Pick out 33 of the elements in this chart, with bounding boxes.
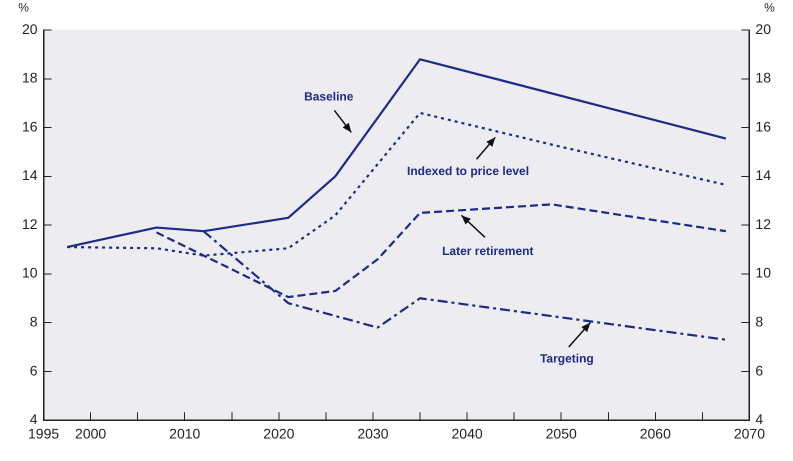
x-tick-label: 2020 <box>263 425 295 442</box>
y-axis-title: % <box>18 0 30 14</box>
y-tick-label: 8 <box>30 314 38 330</box>
y-tick-label: 10 <box>22 264 38 281</box>
y2-axis-title: % <box>764 0 776 14</box>
y-tick-label: 4 <box>30 411 38 428</box>
y-tick-label: 14 <box>22 167 38 184</box>
x-tick-label: 1995 <box>28 425 60 442</box>
x-tick-label: 2000 <box>75 425 106 442</box>
y2-tick-label: 14 <box>755 167 772 184</box>
x-tick-label: 2030 <box>357 425 389 442</box>
y-tick-label: 16 <box>22 118 38 134</box>
y2-tick-label: 20 <box>755 20 772 37</box>
series-label: Indexed to price level <box>407 164 530 178</box>
y2-tick-label: 8 <box>755 314 764 330</box>
x-tick-label: 2070 <box>734 425 766 442</box>
x-tick-label: 2010 <box>169 425 201 442</box>
x-tick-label: 2050 <box>546 425 577 442</box>
text: Targeting <box>540 352 594 366</box>
y-tick-label: 12 <box>22 216 38 232</box>
y2-tick-label: 12 <box>755 216 772 232</box>
y2-tick-label: 4 <box>755 411 764 428</box>
y-tick-label: 18 <box>22 70 38 86</box>
y2-tick-label: 16 <box>755 118 772 134</box>
y2-tick-label: 6 <box>755 362 764 378</box>
x-tick-label: 2060 <box>640 425 672 442</box>
text: Baseline <box>304 89 354 104</box>
y-tick-label: 6 <box>30 362 38 378</box>
text: Later retirement <box>442 244 534 258</box>
y-tick-label: 20 <box>22 20 38 37</box>
y2-tick-label: 10 <box>755 264 772 281</box>
y2-tick-label: 18 <box>755 70 772 86</box>
x-tick-label: 2040 <box>452 425 483 442</box>
